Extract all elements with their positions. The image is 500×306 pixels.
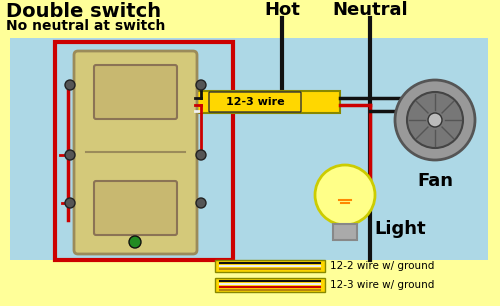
Bar [0, 0, 500, 38]
Bar [333, 224, 357, 240]
Bar [215, 278, 325, 292]
Text: 12-2 wire w/ ground: 12-2 wire w/ ground [330, 261, 434, 271]
Text: No neutral at switch: No neutral at switch [6, 19, 166, 33]
Circle shape [196, 198, 206, 208]
Bar [215, 260, 325, 272]
Circle shape [395, 80, 475, 160]
Text: Light: Light [374, 220, 426, 238]
Text: Fan: Fan [417, 172, 453, 190]
Circle shape [65, 198, 75, 208]
FancyBboxPatch shape [74, 51, 197, 254]
FancyBboxPatch shape [94, 65, 177, 119]
Circle shape [196, 150, 206, 160]
Bar [55, 42, 233, 260]
Circle shape [315, 165, 375, 225]
Text: Double switch: Double switch [6, 2, 161, 21]
Circle shape [129, 236, 141, 248]
Text: Neutral: Neutral [332, 1, 408, 19]
Circle shape [407, 92, 463, 148]
FancyBboxPatch shape [94, 181, 177, 235]
Circle shape [65, 150, 75, 160]
Text: 12-3 wire w/ ground: 12-3 wire w/ ground [330, 280, 434, 290]
Text: Hot: Hot [264, 1, 300, 19]
Bar [195, 91, 340, 113]
Text: 12-3 wire: 12-3 wire [226, 97, 284, 107]
Circle shape [196, 80, 206, 90]
Bar [10, 38, 488, 260]
Circle shape [65, 80, 75, 90]
Circle shape [428, 113, 442, 127]
FancyBboxPatch shape [209, 92, 301, 112]
